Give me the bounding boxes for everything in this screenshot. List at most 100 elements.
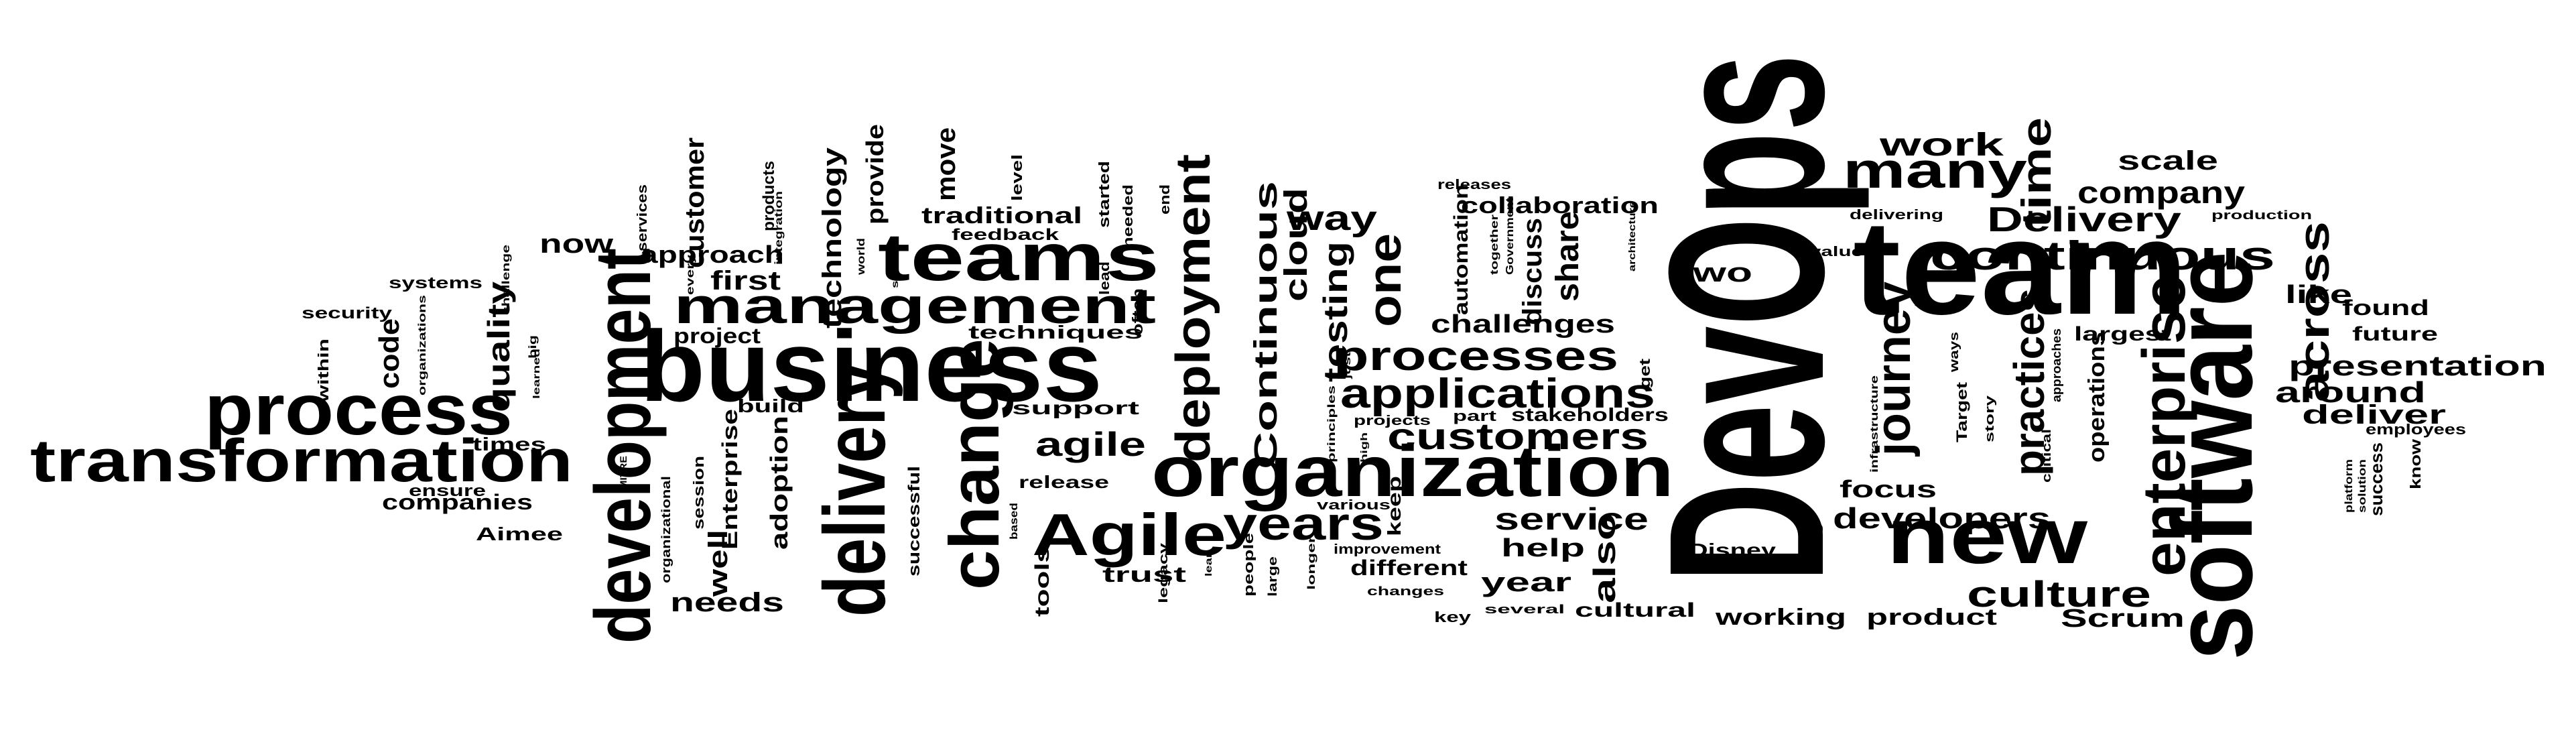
word-changes: changes [1367,585,1444,598]
word-like: like [2285,281,2352,309]
word-services: services [635,184,650,251]
word-aimee: Aimee [476,524,563,544]
word-operations: operations [2084,332,2110,463]
word-times: times [472,434,546,454]
word-project: project [673,324,761,348]
word-enterprise: enterprise [2131,275,2198,576]
word-organizational: organizational [659,476,673,583]
word-started: started [1096,161,1112,228]
word-time: time [2014,117,2060,228]
word-two: two [1679,258,1752,288]
word-lean: lean [1203,550,1214,576]
word-world: world [856,238,867,276]
word-releases: releases [1437,178,1511,192]
word-success: success [2366,442,2386,516]
word-software: software [2149,251,2276,660]
word-large: large [1266,556,1279,597]
word-one: one [1358,233,1411,327]
word-feedback: feedback [952,226,1059,244]
word-found: found [2342,296,2429,320]
word-team: team [1853,193,2188,343]
word-well: well [704,530,733,597]
word-organization: organization [1151,430,1674,511]
word-delivering: delivering [1850,208,1943,223]
word-end: end [1158,184,1173,215]
word-processes: processes [1334,333,1618,379]
word-traditional: traditional [921,203,1082,229]
word-just: just [1342,351,1352,379]
word-help: help [1501,534,1585,562]
word-now: now [539,229,614,259]
word-target: Target [1953,381,1970,442]
word-culture: culture [1967,573,2151,615]
word-part: part [1453,408,1497,424]
word-process: process [204,369,513,450]
word-level: level [1009,154,1025,201]
word-approach: approach [640,241,784,268]
word-systems: systems [389,274,482,292]
word-infrastructure: infrastructure [1869,375,1880,473]
word-get: get [1636,358,1653,389]
word-stakeholders: stakeholders [1511,404,1669,425]
word-keep: keep [1384,476,1405,536]
word-presentation: presentation [2289,350,2547,381]
word-continuous-cap: Continuous [1248,181,1284,469]
word-ways: ways [1947,332,1961,373]
word-work: work [1878,127,2004,163]
word-support: support [1012,398,1139,418]
word-teams: teams [878,220,1159,295]
word-every: every [685,255,696,295]
word-practices: practices [2005,288,2053,476]
word-approaches: approaches [2050,328,2063,402]
word-story: story [1983,395,1996,442]
word-applications: applications [1340,371,1655,417]
word-architecture: architecture [1626,201,1637,271]
word-working: working [1715,605,1846,630]
word-products: products [760,161,778,231]
word-change: change [936,339,1014,590]
word-organizations: organizations [417,295,428,395]
word-cultural: cultural [1575,599,1695,621]
word-across: across [2290,221,2338,402]
word-together: together [1489,215,1500,275]
word-way: way [1286,199,1377,238]
word-release: release [1019,472,1109,492]
word-often: often [1129,288,1146,335]
word-also: also [1587,513,1622,603]
word-largest: largest [2074,323,2171,345]
word-companies: companies [382,490,533,514]
word-ensure: ensure [409,482,486,500]
word-legacy: legacy [1157,543,1170,603]
word-high: high [1358,432,1369,463]
word-challenge: challenge [501,245,512,315]
word-different: different [1350,556,1468,580]
word-customer: customer [680,137,710,268]
word-journey: journey [1867,282,1921,457]
word-code: code [373,318,405,389]
word-platform: platform [2343,459,2355,513]
word-mitre: MITRE [618,456,629,489]
word-continuous: continuous [1930,233,2275,278]
word-based: based [1009,503,1020,540]
word-years: years [1223,497,1384,550]
word-technology: technology [818,147,847,328]
word-collaboration: collaboration [1461,193,1659,219]
word-people: people [1242,533,1257,597]
word-company: company [2077,175,2246,210]
word-know: know [2407,438,2424,489]
word-employees: employees [2366,421,2466,438]
word-product: product [1866,605,1997,630]
word-within: within [315,339,332,403]
word-successful: successful [905,466,923,576]
word-new: new [1886,492,2089,581]
word-government: Government [1504,197,1516,275]
word-key: key [1434,609,1472,625]
word-scale: scale [2118,146,2218,176]
word-several: several [1484,603,1565,616]
word-service: service [1494,501,1649,536]
word-around: around [2275,376,2426,409]
word-needed: needed [1121,184,1136,248]
word-automation: automation [1450,184,1472,315]
word-solution: solution [2357,459,2368,513]
